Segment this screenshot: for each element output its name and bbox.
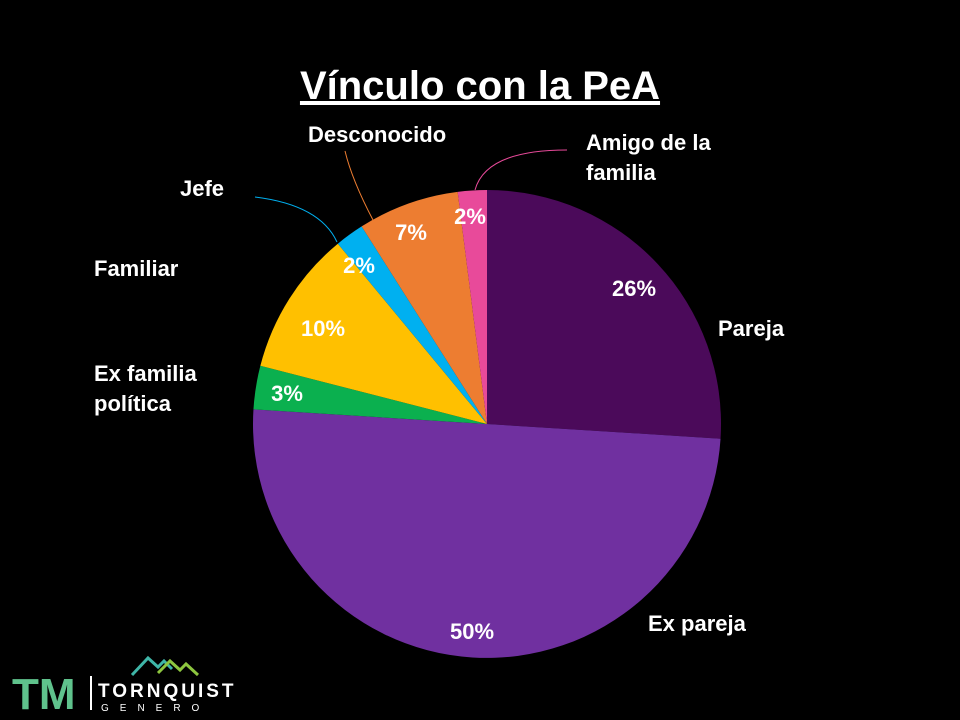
category-labels: Pareja Ex pareja Ex familia política Familia… <box>94 122 785 636</box>
value-label-desconocido: 7% <box>395 220 427 245</box>
logo-mark: TM <box>12 670 76 719</box>
pie-slices <box>253 190 722 658</box>
category-label-ex-pareja: Ex pareja <box>648 611 747 636</box>
mountains-icon <box>130 655 200 677</box>
value-label-amigo-de-la-familia: 2% <box>454 204 486 229</box>
leader-line-jefe <box>254 196 338 243</box>
category-label-desconocido: Desconocido <box>308 122 446 147</box>
category-label-familiar: Familiar <box>94 256 179 281</box>
pie-slice-pareja <box>487 190 722 439</box>
category-label-pareja: Pareja <box>718 316 785 341</box>
value-label-ex-pareja: 50% <box>450 619 494 644</box>
logo-sub: GENERO <box>101 703 210 714</box>
value-labels: 26% 50% 3% 10% 2% 7% 2% <box>271 204 656 644</box>
pie-slice-ex-pareja <box>253 409 721 658</box>
pie-slice-desconocido <box>361 191 487 424</box>
category-label-amigo-de-la-familia: Amigo de la familia <box>586 130 711 185</box>
pie-slice-jefe <box>337 226 487 424</box>
tornquist-logo: TM TORNQUIST GENERO <box>12 655 237 719</box>
value-label-pareja: 26% <box>612 276 656 301</box>
logo-divider <box>90 676 92 710</box>
logo-name: TORNQUIST <box>98 681 237 702</box>
leader-lines <box>254 149 568 243</box>
pie-slice-ex-familia-politica <box>253 365 487 424</box>
category-label-ex-familia-politica: Ex familia política <box>94 361 197 416</box>
category-label-jefe: Jefe <box>180 176 224 201</box>
leader-line-desconocido <box>344 150 374 221</box>
pie-slice-amigo-de-la-familia <box>457 190 487 424</box>
value-label-familiar: 10% <box>301 316 345 341</box>
chart-title: Vínculo con la PeA <box>300 64 660 108</box>
leader-line-amigo-de-la-familia <box>474 149 568 191</box>
pie-slice-familiar <box>260 243 487 424</box>
value-label-jefe: 2% <box>343 253 375 278</box>
value-label-ex-familia-politica: 3% <box>271 381 303 406</box>
